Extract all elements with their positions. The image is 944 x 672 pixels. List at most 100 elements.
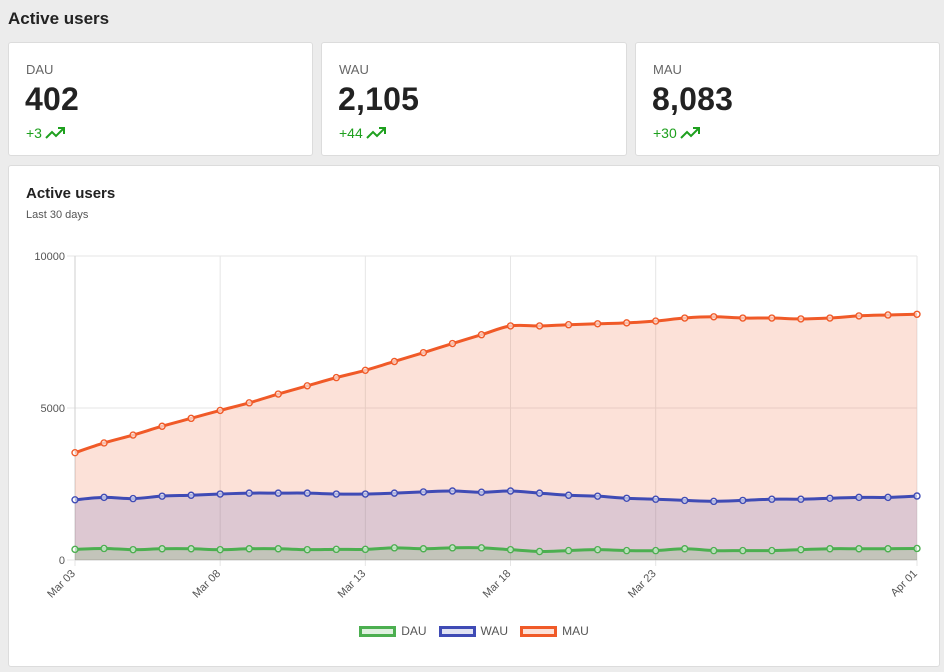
point-mau (303, 382, 311, 390)
stat-label: WAU (339, 62, 369, 77)
point-mau (681, 314, 689, 322)
trending-up-icon (366, 127, 386, 139)
point-mau (419, 348, 428, 357)
point-dau (622, 546, 631, 555)
point-mau (100, 439, 108, 447)
point-dau (448, 544, 457, 552)
point-dau (855, 545, 863, 553)
point-dau (158, 545, 166, 553)
chart-card: Active users Last 30 days 0 5000 10000 Mar … (8, 165, 940, 667)
point-dau (361, 545, 370, 554)
point-wau (274, 489, 282, 497)
point-wau (913, 492, 921, 500)
y-tick-label: 10000 (34, 251, 65, 263)
point-dau (129, 545, 137, 554)
point-mau (651, 317, 660, 325)
point-wau (303, 489, 311, 497)
point-dau (884, 545, 892, 553)
stat-delta: +3 (26, 125, 67, 141)
point-wau (855, 493, 863, 502)
point-mau (535, 322, 544, 330)
point-dau (826, 545, 834, 553)
point-wau (187, 491, 195, 499)
point-wau (71, 496, 79, 504)
legend-swatch-wau (438, 625, 476, 637)
point-wau (158, 492, 166, 500)
x-tick-label: Mar 23 (626, 568, 659, 601)
point-dau (71, 545, 79, 554)
legend-label: DAU (401, 624, 427, 638)
point-mau (826, 314, 834, 322)
y-tick-label: 0 (59, 555, 65, 567)
legend-item-dau[interactable]: DAU (359, 624, 427, 638)
point-dau (332, 545, 341, 554)
stat-card-dau: DAU 402 +3 (8, 42, 313, 156)
point-wau (448, 487, 457, 495)
stat-delta-text: +30 (653, 125, 677, 141)
point-mau (216, 406, 224, 415)
point-wau (506, 487, 515, 495)
point-wau (245, 489, 253, 497)
page-title: Active users (8, 9, 110, 28)
point-dau (506, 545, 515, 554)
point-mau (332, 373, 341, 382)
stat-delta: +30 (653, 125, 702, 141)
point-dau (303, 545, 311, 554)
stat-value: 2,105 (338, 81, 420, 117)
point-dau (535, 547, 544, 556)
legend-swatch-dau (359, 625, 397, 637)
stat-label: DAU (26, 62, 54, 77)
point-mau (739, 314, 747, 322)
point-dau (477, 544, 486, 552)
point-mau (187, 414, 195, 423)
point-mau (158, 422, 166, 430)
point-mau (361, 366, 370, 375)
trending-up-icon (680, 127, 700, 139)
point-wau (768, 495, 776, 503)
chart-legend: DAU WAU MAU (9, 624, 939, 638)
point-mau (245, 399, 253, 407)
point-wau (826, 494, 834, 502)
point-mau (71, 448, 79, 457)
point-dau (913, 544, 921, 553)
legend-item-mau[interactable]: MAU (520, 624, 589, 638)
point-mau (448, 339, 457, 348)
stat-label: MAU (653, 62, 682, 77)
stat-card-wau: WAU 2,105 +44 (321, 42, 627, 156)
area-wau (75, 490, 917, 560)
point-dau (768, 546, 776, 555)
point-dau (245, 545, 253, 553)
point-mau (768, 314, 776, 322)
point-wau (535, 489, 544, 497)
stat-delta-text: +3 (26, 125, 42, 141)
point-mau (622, 319, 631, 327)
point-dau (739, 546, 747, 555)
point-wau (593, 492, 602, 500)
chart-subtitle: Last 30 days (26, 209, 89, 221)
point-dau (419, 545, 428, 553)
point-mau (913, 310, 921, 318)
point-dau (651, 546, 660, 555)
point-mau (564, 321, 573, 329)
point-wau (564, 491, 573, 499)
x-tick-label: Apr 01 (889, 568, 920, 599)
legend-label: MAU (562, 624, 589, 638)
point-mau (390, 357, 399, 366)
legend-item-wau[interactable]: WAU (438, 624, 509, 638)
point-wau (651, 495, 660, 503)
point-mau (506, 322, 515, 330)
point-wau (797, 495, 805, 503)
point-wau (884, 493, 892, 502)
point-mau (274, 390, 282, 398)
point-wau (129, 494, 137, 503)
point-wau (419, 488, 428, 496)
stat-delta-text: +44 (339, 125, 363, 141)
area-mau (75, 314, 917, 560)
point-wau (390, 489, 399, 497)
trending-up-icon (45, 127, 65, 139)
point-wau (622, 494, 631, 502)
stat-card-mau: MAU 8,083 +30 (635, 42, 940, 156)
point-dau (216, 545, 224, 554)
legend-label: WAU (480, 624, 509, 638)
point-wau (477, 488, 486, 496)
